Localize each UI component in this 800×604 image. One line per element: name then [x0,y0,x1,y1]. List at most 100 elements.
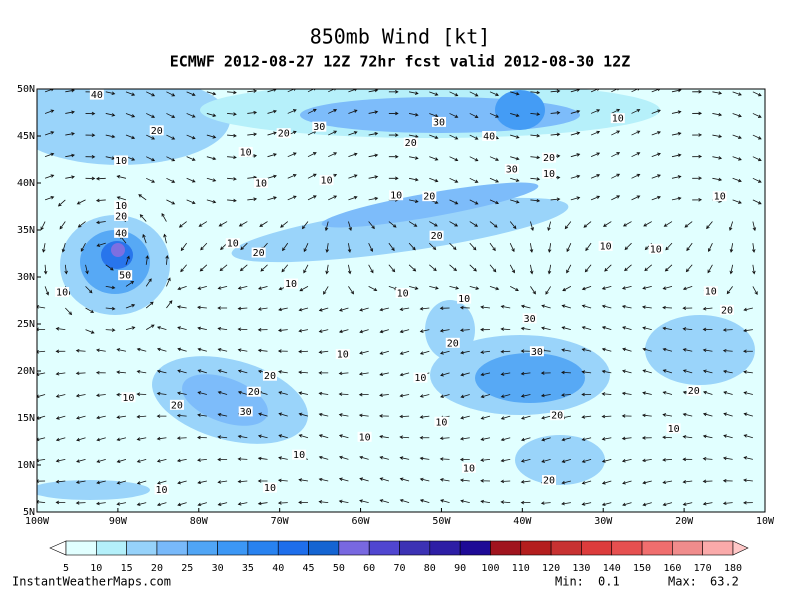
wind-arrow [489,91,500,97]
wind-arrow [186,113,196,118]
wind-arrow [682,480,693,484]
lat-label: 20N [17,366,35,377]
wind-arrow [65,132,75,136]
wind-arrow [176,413,187,418]
wind-arrow [743,434,753,439]
wind-arrow [96,437,106,442]
wind-arrow [621,458,632,463]
wind-arrow [743,456,753,460]
wind-arrow [510,134,520,139]
wind-arrow [217,480,228,484]
wind-arrow [722,348,733,353]
wind-arrow [37,479,46,483]
wind-arrow [520,437,531,442]
wind-arrow [642,326,652,331]
wind-arrow [368,242,374,253]
wind-arrow [156,502,167,507]
wind-arrow [500,372,511,376]
wind-arrow [651,152,661,158]
wind-arrow [581,326,592,331]
wind-arrow [642,369,652,374]
contour-label-bg [457,293,472,304]
wind-arrow [622,347,632,352]
wind-arrow [480,415,491,420]
wind-arrow [489,242,496,252]
wind-arrow [368,132,379,136]
wind-arrow [178,221,187,228]
wind-arrow [125,255,130,265]
wind-arrow [581,458,592,463]
wind-arrow [651,174,661,179]
wind-arrow [541,326,551,331]
wind-arrow [146,134,156,140]
wind-arrow [429,91,439,96]
contour-label-bg [461,462,476,473]
lat-label: 40N [17,178,35,189]
wind-arrow [388,176,399,181]
wind-arrow [338,329,349,334]
wind-arrow [105,134,116,139]
wind-arrow [388,111,399,116]
lon-label: 100W [25,516,50,527]
wind-arrow [480,499,491,504]
wind-arrow [590,195,601,201]
contour-label-bg [542,168,557,179]
wind-arrow [186,199,196,205]
wind-arrow [752,113,762,118]
wind-arrow [662,305,673,310]
wind-arrow [388,154,399,159]
wind-arrow [281,264,289,273]
wind-arrow [142,233,147,244]
wind-arrow [712,112,723,117]
wind-arrow [328,109,338,114]
contour-label: 10 [264,483,276,494]
wind-arrow [237,479,248,484]
contour-label-bg [169,399,184,410]
wind-arrow [197,480,207,485]
wind-arrow [76,437,86,442]
wind-arrow [707,242,713,253]
wind-arrow [247,197,258,201]
wind-arrow [325,243,330,253]
wind-arrow [500,349,511,354]
wind-arrow [176,305,187,309]
wind-arrow [429,242,437,251]
wind-arrow [227,177,237,181]
wind-arrow [631,89,640,93]
wind-arrow [237,348,248,352]
wind-arrow [156,414,167,418]
wind-arrow [561,304,571,309]
wind-arrow [500,415,511,420]
contour-label: 10 [705,287,717,298]
wind-arrow [267,174,277,179]
wind-arrow [510,156,520,161]
contour-label: 20 [151,126,163,137]
wind-arrow [581,347,592,352]
wind-arrow [692,133,703,137]
wind-arrow [732,177,742,183]
wind-arrow [247,89,258,93]
colorbar-label: 120 [542,563,560,574]
wind-arrow [318,391,329,396]
wind-arrow [237,502,248,506]
contour-label: 20 [688,386,700,397]
wind-arrow [278,391,288,395]
wind-arrow [359,477,369,482]
wind-arrow [671,196,682,201]
wind-arrow [509,242,515,253]
wind-arrow [631,130,641,136]
wind-arrow [408,221,418,227]
wind-arrow [280,221,289,228]
wind-arrow [217,435,228,439]
wind-arrow [55,349,66,354]
wind-arrow [217,390,228,395]
wind-arrow [671,153,682,158]
wind-arrow [257,434,268,439]
wind-arrow [40,221,46,231]
wind-arrow [541,458,551,463]
wind-arrow [541,304,551,309]
lat-label: 50N [17,84,35,95]
wind-arrow [368,175,379,179]
wind-arrow [541,415,551,420]
wind-arrow [409,177,419,182]
